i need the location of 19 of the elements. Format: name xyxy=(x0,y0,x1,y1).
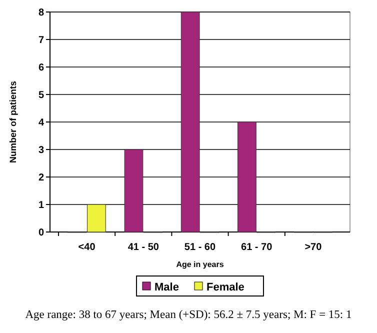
y-tick-label: 7 xyxy=(38,35,44,46)
y-tick-label: 6 xyxy=(38,62,44,74)
y-tick-label: 1 xyxy=(38,200,44,211)
x-tick-label: >70 xyxy=(304,242,322,253)
legend-label: Male xyxy=(154,282,179,294)
y-axis-title: Number of patients xyxy=(8,80,18,164)
y-tick-label: 2 xyxy=(38,172,44,184)
x-tick-label: 41 - 50 xyxy=(128,242,160,253)
x-tick-label: 51 - 60 xyxy=(184,242,216,253)
legend-label: Female xyxy=(206,282,244,294)
x-tick-label: 61 - 70 xyxy=(241,242,273,253)
text: Age range: 38 to 67 years; Mean (+SD): 56.2 ± 7.5 years; M: F = 15: 1 xyxy=(25,309,352,321)
y-tick-label: 5 xyxy=(38,90,44,101)
y-tick-label: 3 xyxy=(38,145,44,156)
x-axis-title: Age in years xyxy=(176,260,224,269)
y-tick-label: 0 xyxy=(38,228,44,238)
y-tick-label: 4 xyxy=(38,118,44,128)
x-tick-label: <40 xyxy=(78,242,96,253)
y-tick-label: 8 xyxy=(38,8,44,18)
